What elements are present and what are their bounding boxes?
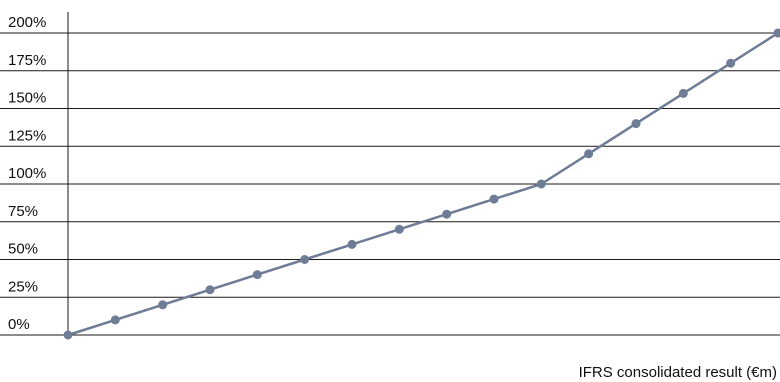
- data-point: [394, 224, 404, 234]
- y-tick-label: 200%: [8, 14, 46, 31]
- data-point: [489, 194, 499, 204]
- data-point: [726, 58, 736, 68]
- data-point: [536, 179, 546, 189]
- data-point: [678, 88, 688, 98]
- data-point: [442, 209, 452, 219]
- data-point: [158, 300, 168, 310]
- data-point: [205, 285, 215, 295]
- data-point: [584, 149, 594, 159]
- data-point: [347, 239, 357, 249]
- x-axis-title: IFRS consolidated result (€m): [579, 364, 777, 381]
- series-line: [67, 31, 779, 337]
- y-tick-label: 50%: [8, 241, 38, 258]
- y-axis-tick-labels: 0% 25% 50% 75% 100% 125% 150% 175% 200%: [8, 14, 46, 333]
- y-tick-label: 175%: [8, 52, 46, 69]
- gridlines: [0, 32, 780, 336]
- y-tick-label: 100%: [8, 165, 46, 182]
- y-tick-label: 0%: [8, 316, 30, 333]
- data-point: [110, 315, 120, 325]
- data-point: [773, 28, 780, 38]
- y-tick-label: 75%: [8, 203, 38, 220]
- data-point: [300, 255, 310, 264]
- data-point: [63, 330, 73, 340]
- y-tick-label: 150%: [8, 90, 46, 107]
- y-tick-label: 25%: [8, 278, 38, 295]
- series-layer: [63, 28, 780, 340]
- y-tick-label: 125%: [8, 127, 46, 144]
- data-point: [252, 270, 262, 280]
- data-point: [631, 119, 641, 129]
